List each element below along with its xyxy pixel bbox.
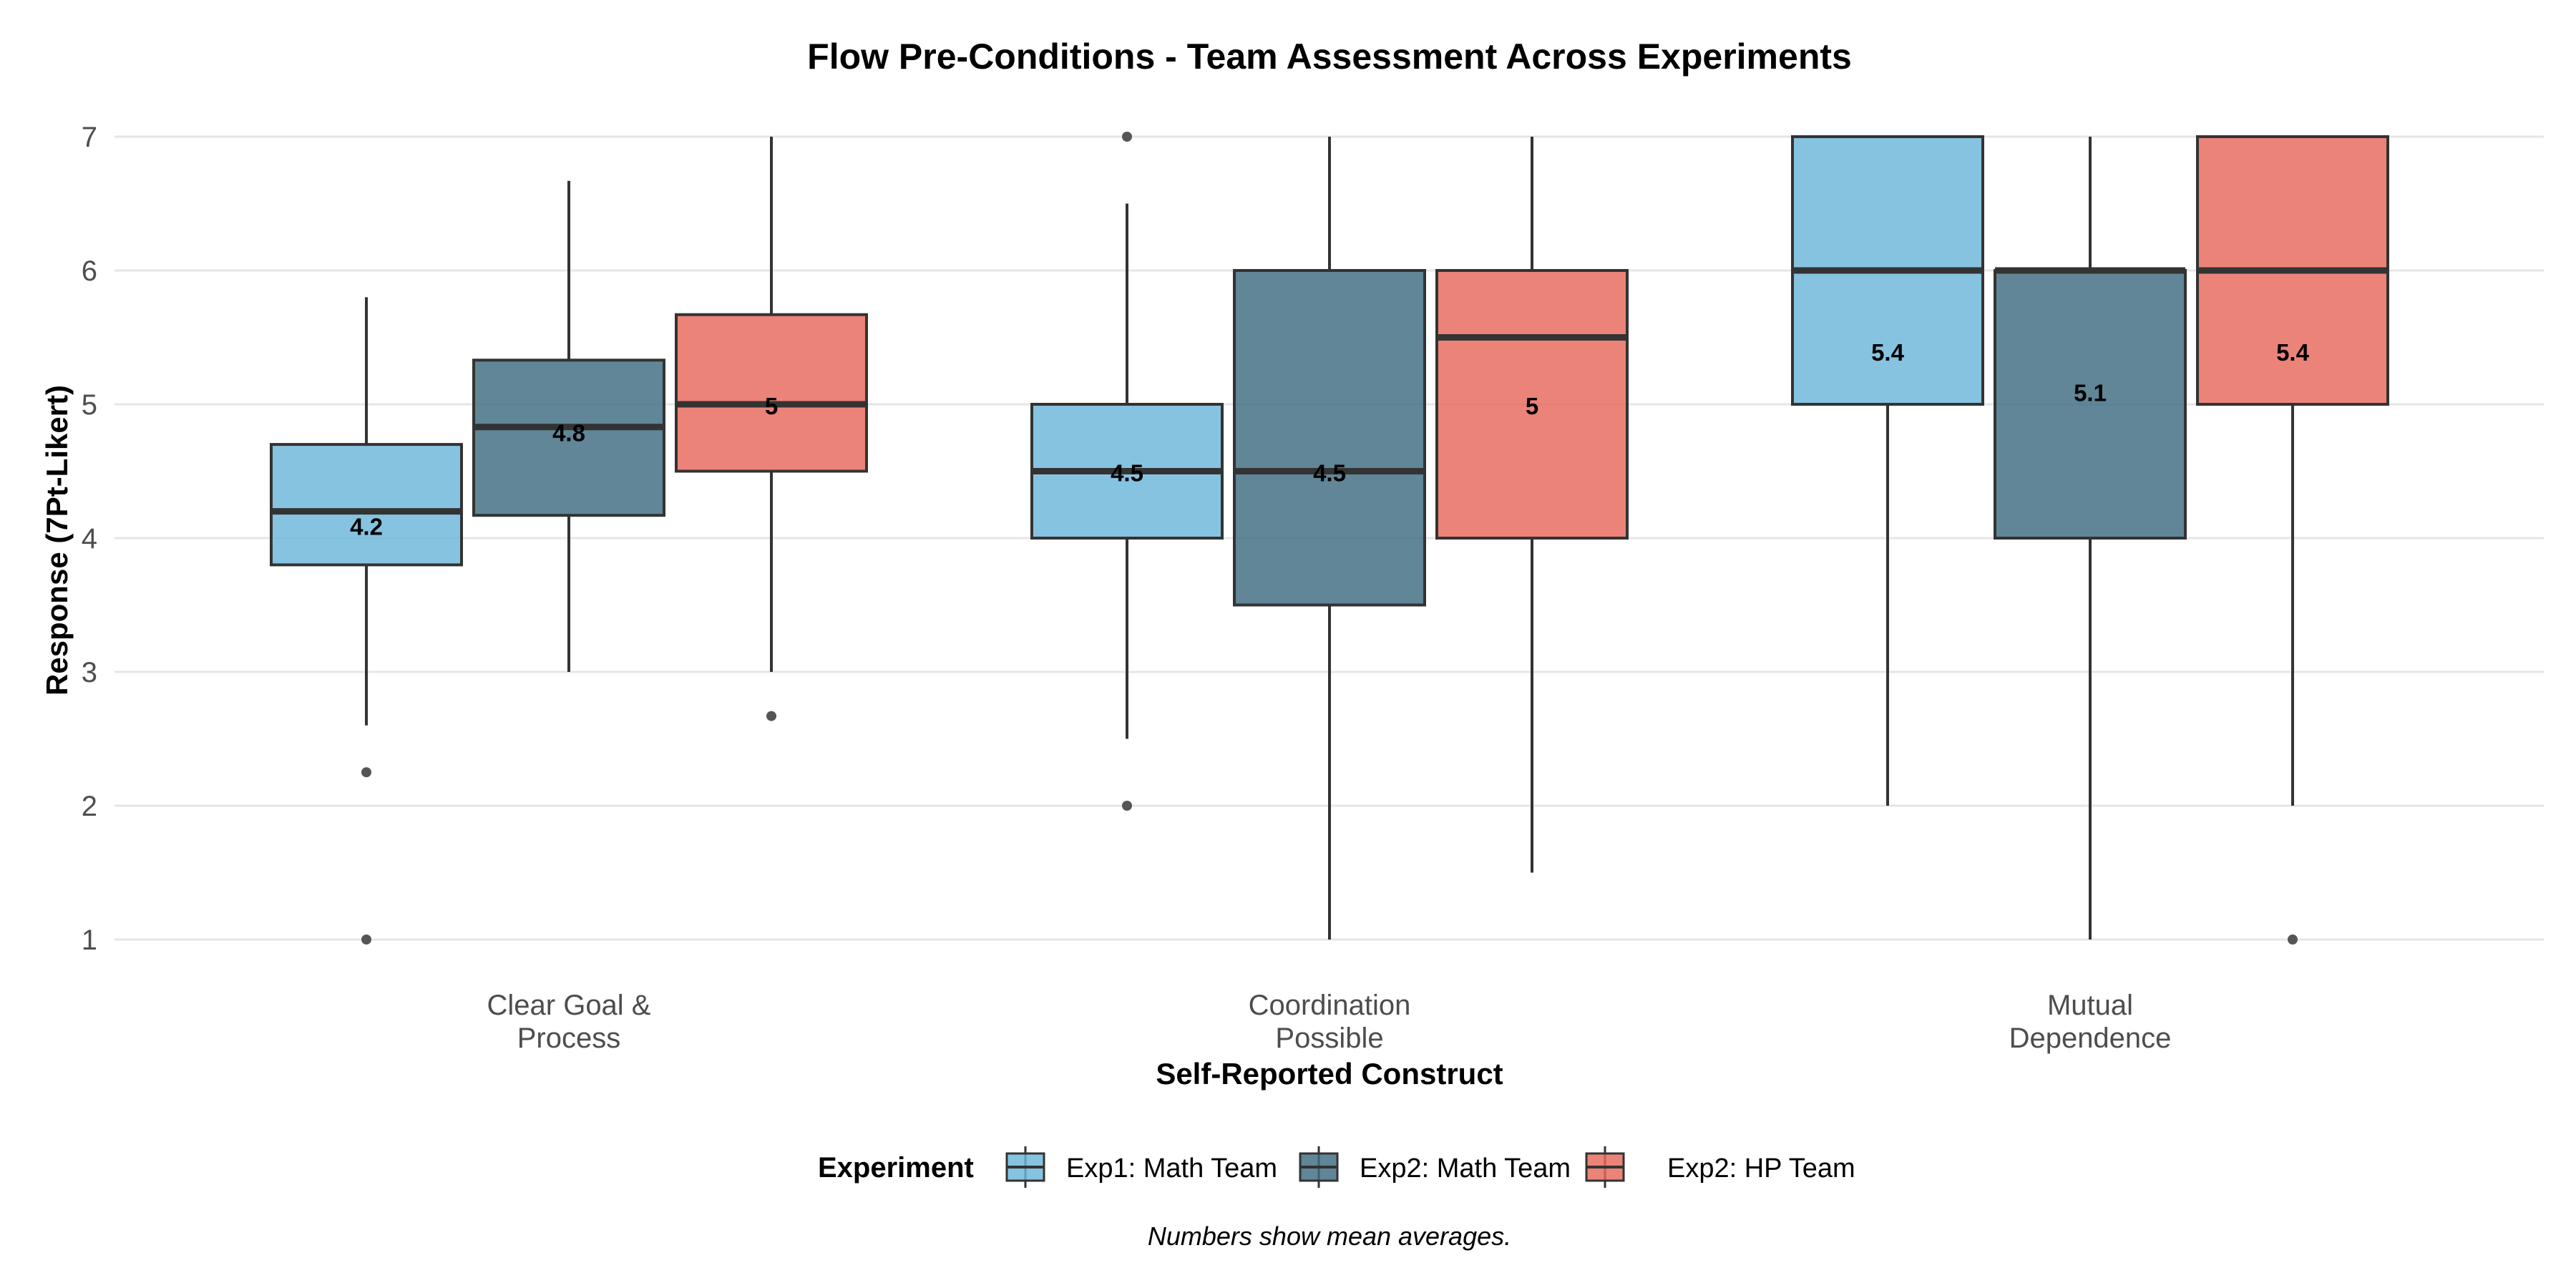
mean-label: 4.5 (1111, 460, 1143, 487)
mean-label: 4.8 (552, 419, 585, 446)
y-tick-label: 7 (82, 122, 97, 153)
outlier-point (361, 767, 371, 778)
box-plot-marks (270, 132, 2389, 945)
legend-label: Exp1: Math Team (1066, 1153, 1277, 1184)
chart-caption: Numbers show mean averages. (1148, 1221, 1511, 1251)
box (1994, 137, 2187, 940)
mean-label: 5.4 (1871, 339, 1905, 366)
mean-label: 5.1 (2074, 379, 2107, 406)
box (2196, 135, 2389, 945)
y-tick-label: 5 (82, 389, 97, 421)
box-body (472, 358, 665, 517)
legend-key (1299, 1146, 1339, 1188)
box (472, 180, 665, 672)
box-body (1233, 269, 1426, 607)
outlier-point (1122, 801, 1132, 811)
y-tick-label: 2 (82, 791, 97, 822)
box (270, 297, 463, 945)
mean-label: 5 (1526, 393, 1538, 419)
outlier-point (2288, 935, 2298, 945)
x-tick-label: Clear Goal & Process (487, 990, 651, 1054)
x-tick-label: Mutual Dependence (2009, 990, 2172, 1054)
legend: Experiment Exp1: Math Team Exp2: Math Tea… (818, 1146, 1855, 1188)
x-axis-title: Self-Reported Construct (1156, 1057, 1503, 1091)
outlier-point (766, 711, 776, 721)
y-axis: 1 2 3 4 5 6 7 (82, 122, 97, 956)
box-body (270, 443, 463, 567)
outlier-point (361, 935, 371, 945)
outlier-point (1122, 132, 1132, 142)
legend-label: Exp2: Math Team (1360, 1153, 1571, 1184)
box (1791, 135, 1984, 806)
box (675, 137, 868, 721)
y-tick-label: 6 (82, 255, 97, 287)
y-tick-label: 1 (82, 924, 97, 956)
mean-label: 4.5 (1313, 460, 1346, 487)
mean-label: 4.2 (350, 513, 383, 540)
box-body (1435, 269, 1629, 540)
legend-label: Exp2: HP Team (1667, 1153, 1855, 1184)
x-axis: Clear Goal & Process Coordination Possible M… (487, 990, 2172, 1054)
chart-title: Flow Pre-Conditions - Team Assessment Ac… (807, 36, 1852, 77)
legend-title: Experiment (818, 1152, 974, 1184)
mean-label: 5.4 (2276, 339, 2310, 366)
y-axis-title: Response (7Pt-Likert) (40, 385, 74, 696)
legend-key (1005, 1146, 1045, 1188)
box (1233, 137, 1426, 940)
legend-key (1585, 1146, 1625, 1188)
y-tick-label: 4 (82, 523, 97, 555)
box-body (1994, 269, 2187, 540)
box (1435, 137, 1629, 873)
y-tick-label: 3 (82, 657, 97, 688)
box-body (675, 313, 868, 473)
mean-label: 5 (765, 393, 778, 419)
x-tick-label: Coordination Possible (1249, 990, 1411, 1054)
box (1030, 132, 1224, 811)
mean-labels: 4.2 4.5 5.4 4.8 4.5 5.1 5 5 5.4 (350, 339, 2310, 540)
